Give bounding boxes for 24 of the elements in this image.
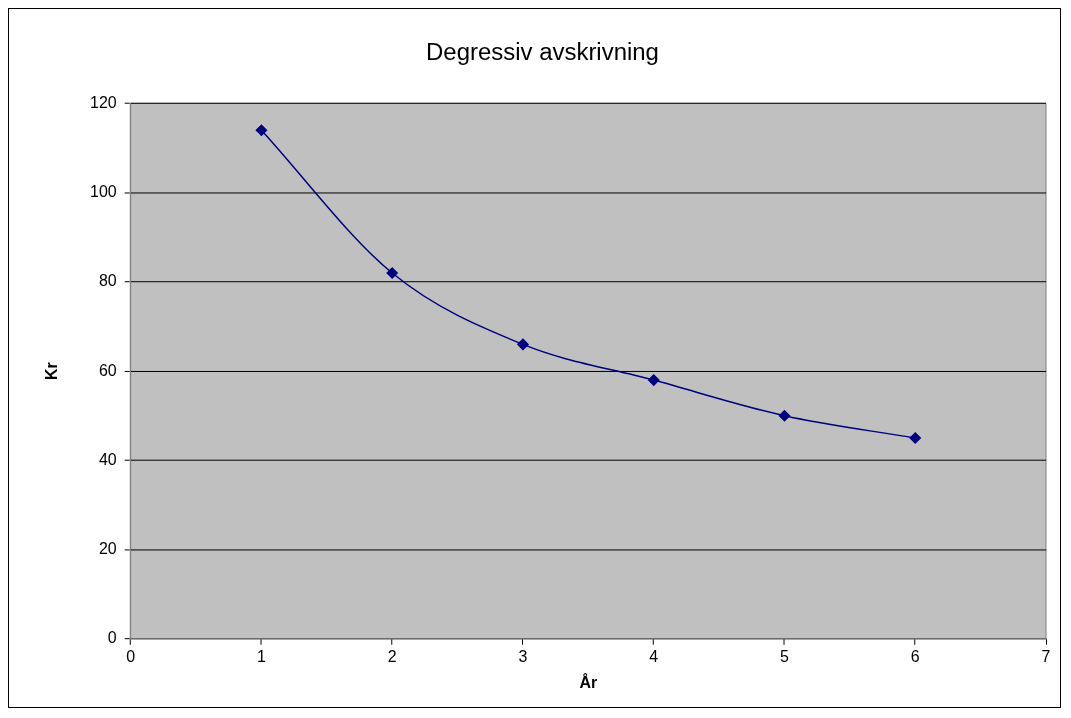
x-tick-label: 4: [649, 647, 659, 665]
y-tick-label: 60: [98, 361, 117, 379]
x-tick-label: 5: [780, 647, 790, 665]
y-axis-title: Kr: [42, 362, 60, 381]
point: [778, 410, 791, 422]
point: [909, 432, 921, 444]
x-tick-label: 2: [387, 647, 397, 665]
y-tick-label: 100: [90, 183, 117, 201]
x-tick-label: 0: [126, 647, 136, 665]
y-tick-label: 20: [98, 539, 117, 557]
point: [255, 124, 268, 137]
point: [386, 267, 398, 279]
x-tick-label: 3: [518, 647, 528, 665]
y-tick-label: 120: [90, 93, 117, 111]
x-axis-title: År: [579, 672, 598, 691]
x-tick-label: 7: [1041, 647, 1051, 665]
y-tick-label: 0: [107, 629, 117, 647]
point: [517, 338, 529, 351]
x-tick-label: 6: [910, 647, 920, 665]
point: [647, 374, 660, 386]
x-tick-label: 1: [256, 647, 266, 665]
y-tick-label: 80: [98, 272, 117, 290]
chart-title: Degressiv avskrivning: [426, 37, 659, 65]
y-tick-label: 40: [98, 450, 117, 468]
